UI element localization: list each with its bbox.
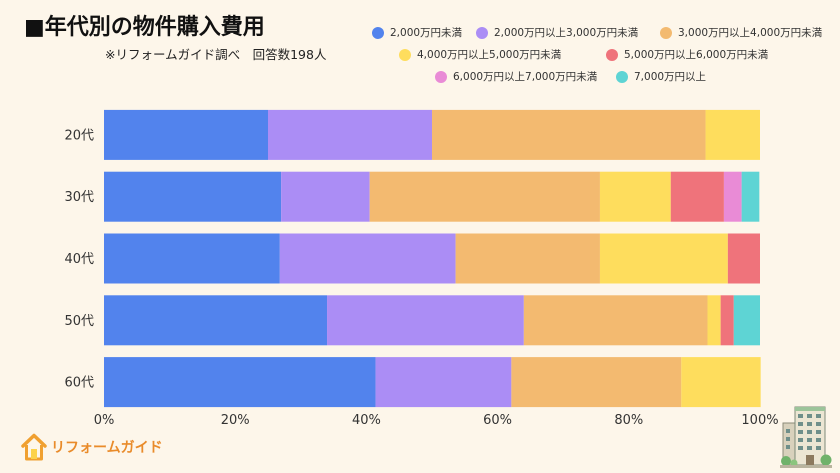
legend-swatch (435, 71, 447, 83)
bar-segment (104, 171, 282, 222)
legend-swatch (606, 49, 618, 61)
x-tick-label: 20% (221, 413, 250, 428)
legend-swatch (660, 27, 672, 39)
legend-item: 6,000万円以上7,000万円未満 (435, 69, 597, 85)
bar-segment (733, 295, 760, 346)
legend-item: 2,000万円未満 (372, 25, 462, 41)
house-icon (21, 433, 47, 461)
x-axis: 0% 20% 40% 60% 80% 100% (94, 413, 779, 428)
bar-segment (741, 171, 760, 222)
legend-label: 4,000万円以上5,000万円未満 (417, 49, 562, 61)
x-tick-label: 100% (741, 413, 778, 428)
bar-segment (599, 233, 728, 284)
bar-segment (279, 233, 456, 284)
bar-segment (281, 171, 370, 222)
bar-segment (104, 357, 376, 408)
brand-name: リフォームガイド (51, 440, 163, 456)
chart-subtitle: ※リフォームガイド調べ 回答数198人 (105, 47, 327, 62)
bar-segment (327, 295, 524, 346)
x-tick-label: 60% (483, 413, 512, 428)
x-tick-label: 80% (614, 413, 643, 428)
chart-title: ■年代別の物件購入費用 (24, 15, 265, 40)
legend-swatch (616, 71, 628, 83)
bars (104, 109, 761, 408)
legend-swatch (476, 27, 488, 39)
bar-segment (455, 233, 600, 284)
bar-segment (723, 171, 742, 222)
legend-item: 5,000万円以上6,000万円未満 (606, 47, 768, 63)
bar-segment (707, 295, 721, 346)
legend-label: 5,000万円以上6,000万円未満 (624, 49, 769, 61)
y-axis: 20代 30代 40代 50代 60代 (64, 128, 94, 390)
legend-label: 7,000万円以上 (634, 71, 707, 83)
legend-label: 6,000万円以上7,000万円未満 (453, 71, 598, 83)
bar-segment (681, 357, 761, 408)
brand-logo: リフォームガイド (20, 432, 163, 462)
legend-item: 2,000万円以上3,000万円未満 (476, 25, 638, 41)
bar-segment (670, 171, 724, 222)
legend-swatch (399, 49, 411, 61)
bar-segment (511, 357, 682, 408)
bar-segment (375, 357, 512, 408)
legend-item: 4,000万円以上5,000万円未満 (399, 47, 561, 63)
legend-swatch (372, 27, 384, 39)
y-tick-label: 20代 (64, 128, 94, 143)
x-tick-label: 40% (352, 413, 381, 428)
bar-segment (599, 171, 671, 222)
y-tick-label: 50代 (64, 314, 94, 329)
bar-segment (720, 295, 734, 346)
bar-segment (369, 171, 600, 222)
y-tick-label: 30代 (64, 190, 94, 205)
legend-item: 7,000万円以上 (616, 69, 706, 85)
legend-label: 2,000万円未満 (390, 27, 463, 39)
legend-label: 2,000万円以上3,000万円未満 (494, 27, 639, 39)
legend-label: 3,000万円以上4,000万円未満 (678, 27, 823, 39)
bar-segment (523, 295, 708, 346)
bar-segment (432, 109, 706, 160)
y-tick-label: 40代 (64, 252, 94, 267)
x-tick-label: 0% (94, 413, 115, 428)
bar-segment (727, 233, 760, 284)
y-tick-label: 60代 (64, 376, 94, 391)
bar-segment (104, 295, 328, 346)
bar-segment (104, 109, 268, 160)
bar-segment (705, 109, 760, 160)
bar-segment (104, 233, 280, 284)
bar-segment (268, 109, 432, 160)
apartment-building-icon (780, 406, 832, 468)
legend-item: 3,000万円以上4,000万円未満 (660, 25, 822, 41)
